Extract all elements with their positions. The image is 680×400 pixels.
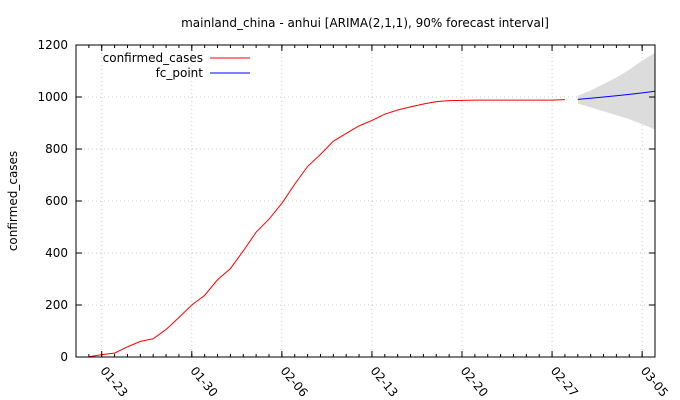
y-axis-label: confirmed_cases [6,151,20,251]
forecast-interval-area [577,52,655,130]
y-tick-label: 1200 [37,38,68,52]
y-tick-label: 400 [45,246,68,260]
legend-label-fc-point: fc_point [156,66,204,80]
x-tick-label: 02-27 [548,364,581,400]
x-tick-label: 02-20 [458,364,491,400]
series-lines [88,90,656,358]
y-tick-label: 800 [45,142,68,156]
y-tick-label: 1000 [37,90,68,104]
x-tick-label: 03-05 [638,364,671,400]
y-tick-label: 200 [45,298,68,312]
x-tick-label: 02-06 [278,364,311,400]
grid [76,45,655,357]
x-tick-label: 02-13 [368,364,401,400]
x-tick-label: 01-23 [97,364,130,400]
chart-title: mainland_china - anhui [ARIMA(2,1,1), 90… [181,16,549,30]
forecast-interval-band [577,52,655,130]
x-tick-label: 01-30 [188,364,221,400]
y-tick-label: 600 [45,194,68,208]
axis-ticks: 0 200 400 600 800 1000 1200 01-23 01-30 02-06 02-1… [37,38,671,400]
legend: confirmed_cases fc_point [103,51,250,80]
legend-label-confirmed-cases: confirmed_cases [103,51,203,65]
series-line-fc-point [577,90,656,100]
y-tick-label: 0 [60,350,68,364]
series-line-confirmed-cases [88,99,565,358]
